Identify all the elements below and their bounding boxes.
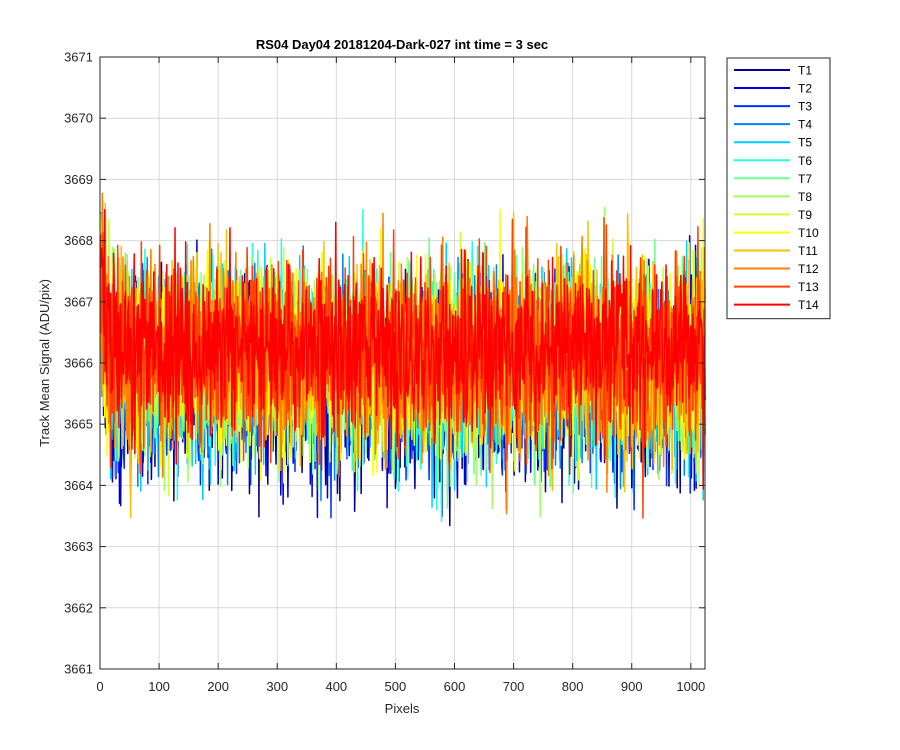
legend-label: T3 [798,100,812,114]
legend-label: T10 [798,226,819,240]
legend-label: T14 [798,298,819,312]
series-layer [99,192,706,527]
y-tick-label: 3662 [64,600,93,615]
legend: T1 T2 T3 T4 T5 T6 T7 T8 T9 T10 T11 T12 T13 T14 [726,57,831,320]
y-tick-label: 3664 [64,478,93,493]
legend-label: T9 [798,208,812,222]
legend-box [726,57,831,320]
x-tick-label: 200 [207,679,229,694]
series-line-t14 [99,208,706,490]
y-tick-label: 3671 [64,50,93,65]
x-tick-label: 100 [148,679,170,694]
y-tick-label: 3665 [64,417,93,432]
y-tick-label: 3661 [64,662,93,677]
legend-label: T11 [798,244,818,258]
legend-label: T4 [798,118,812,132]
y-tick-label: 3663 [64,539,93,554]
x-tick-label: 900 [621,679,643,694]
x-tick-label: 500 [385,679,407,694]
x-tick-label: 1000 [676,679,705,694]
y-axis-label: Track Mean Signal (ADU/pix) [37,279,52,447]
y-tick-label: 3666 [64,356,93,371]
y-tick-label: 3669 [64,172,93,187]
legend-label: T2 [798,82,812,96]
x-axis-label: Pixels [385,701,420,716]
x-tick-label: 600 [444,679,466,694]
x-tick-label: 700 [503,679,525,694]
chart-title: RS04 Day04 20181204-Dark-027 int time = … [256,37,548,52]
x-tick-label: 0 [96,679,103,694]
legend-label: T6 [798,154,812,168]
y-tick-label: 3667 [64,294,93,309]
x-tick-label: 300 [266,679,288,694]
legend-label: T1 [798,64,812,78]
legend-label: T5 [798,136,812,150]
y-tick-label: 3670 [64,111,93,126]
legend-label: T7 [798,172,812,186]
y-tick-label: 3668 [64,233,93,248]
x-tick-label: 800 [562,679,584,694]
legend-label: T13 [798,280,819,294]
legend-label: T8 [798,190,812,204]
x-tick-label: 400 [325,679,347,694]
legend-label: T12 [798,262,819,276]
ticks: 0 100 200 300 400 500 600 700 800 900 1000 3661 3662… [64,50,705,695]
